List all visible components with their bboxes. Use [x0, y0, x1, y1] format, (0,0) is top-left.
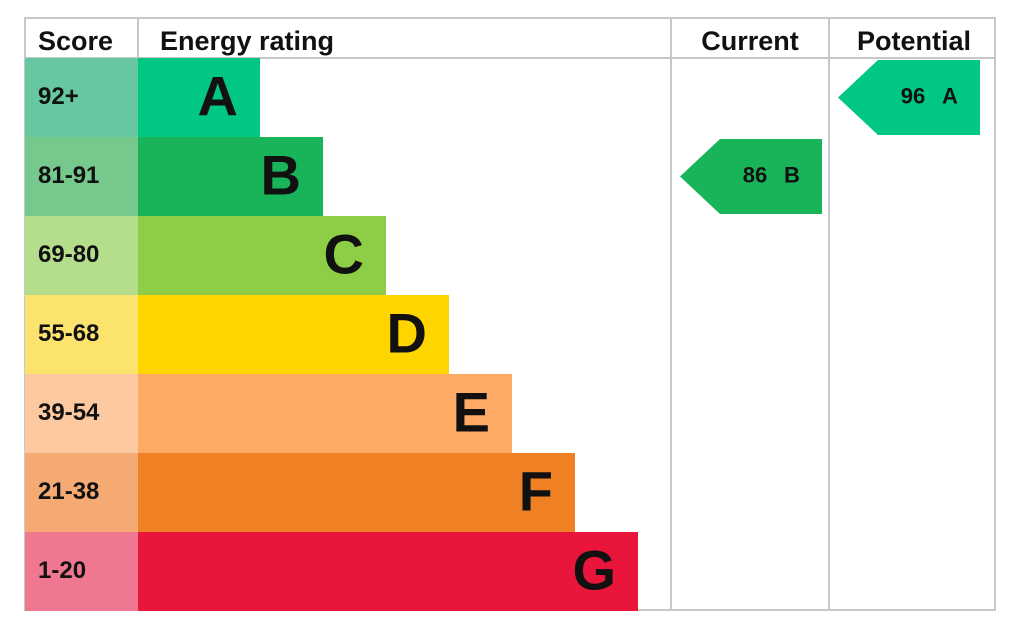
rating-letter: F — [519, 459, 553, 522]
rating-letter: G — [572, 538, 616, 601]
score-label: 55-68 — [38, 320, 99, 347]
header-score: Score — [38, 26, 113, 56]
score-label: 69-80 — [38, 241, 99, 268]
rating-bar — [138, 295, 449, 374]
current-letter: B — [784, 162, 800, 187]
potential-value: 96 — [901, 83, 925, 108]
potential-arrow — [838, 60, 980, 135]
rating-bar — [138, 374, 512, 453]
rating-bar — [138, 532, 638, 611]
rating-bar — [138, 58, 260, 137]
rating-letter: B — [261, 143, 301, 206]
score-label: 92+ — [38, 83, 79, 110]
score-label: 21-38 — [38, 478, 99, 505]
rating-bar — [138, 453, 575, 532]
score-label: 1-20 — [38, 557, 86, 584]
score-cell — [25, 453, 138, 532]
rating-letter: D — [387, 301, 427, 364]
potential-letter: A — [942, 83, 958, 108]
score-cell — [25, 295, 138, 374]
rating-bar — [138, 137, 323, 216]
rating-letter: C — [324, 222, 364, 285]
rating-letter: E — [453, 380, 490, 443]
score-cell — [25, 137, 138, 216]
score-cell — [25, 374, 138, 453]
score-cell — [25, 58, 138, 137]
rating-letter: A — [198, 64, 238, 127]
current-value: 86 — [743, 162, 767, 187]
score-cell — [25, 216, 138, 295]
score-cell — [25, 532, 138, 611]
score-label: 81-91 — [38, 162, 99, 189]
current-arrow — [680, 139, 822, 214]
score-label: 39-54 — [38, 399, 100, 426]
rating-bar — [138, 216, 386, 295]
header-rating: Energy rating — [160, 26, 334, 56]
header-potential: Potential — [857, 26, 971, 56]
header-current: Current — [701, 26, 799, 56]
